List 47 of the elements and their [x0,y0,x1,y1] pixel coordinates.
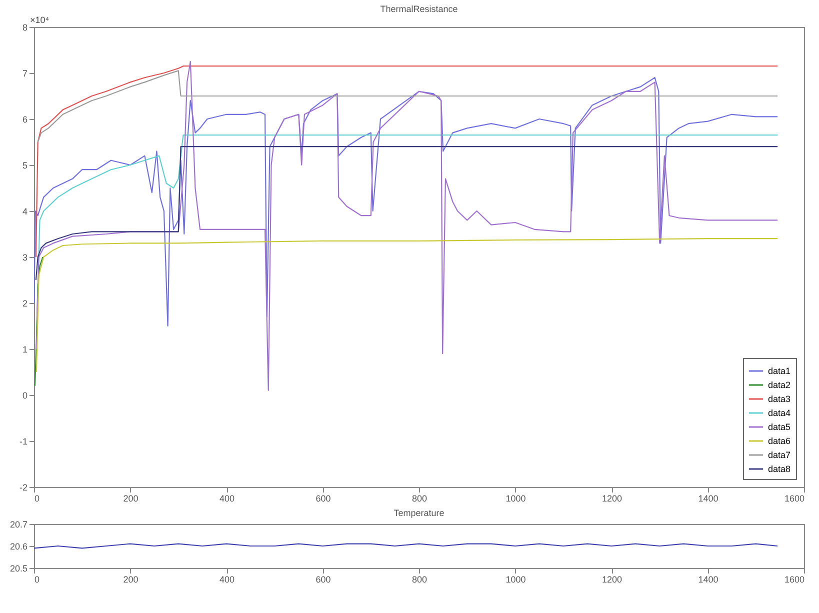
chart-title: ThermalResistance [380,4,458,14]
y-tick-label: 20.7 [10,520,28,530]
y-tick-label: 3 [22,252,28,262]
y-tick-label: 0 [22,390,28,400]
legend-label: data1 [768,366,791,376]
x-tick-label: 1200 [602,574,622,584]
legend-label: data2 [768,380,791,390]
x-tick-label: 1000 [506,574,526,584]
y-tick-label: 4 [22,206,28,216]
x-tick-label: 400 [219,574,235,584]
x-tick-label: 1400 [698,494,718,504]
y-tick-label: -2 [19,482,28,492]
y-tick-label: 20.5 [10,564,28,574]
x-tick-label: 800 [412,574,428,584]
x-tick-label: 200 [123,494,138,504]
line-series [34,77,778,327]
x-tick-label: 400 [219,494,235,504]
text: ×10⁴ [30,15,50,25]
x-tick-label: 800 [412,494,428,504]
y-tick-label: -1 [19,436,28,446]
line-series [35,146,778,281]
y-tick-label: 2 [22,298,28,308]
y-tick-label: 8 [22,22,28,32]
x-tick-label: 600 [316,494,331,504]
line-series [37,70,778,143]
legend-label: data8 [768,464,791,474]
x-tick-label: 1200 [602,494,622,504]
legend-label: data3 [768,394,791,404]
legend-label: data5 [768,422,791,432]
x-tick-label: 600 [316,574,331,584]
legend-label: data7 [768,450,791,460]
line-series [35,66,778,258]
y-tick-label: 6 [22,114,28,124]
x-tick-label: 1000 [506,494,526,504]
legend-label: data6 [768,436,791,446]
y-tick-label: 5 [22,160,28,170]
x-tick-label: 1600 [784,574,804,584]
y-tick-label: 1 [22,344,28,354]
legend-label: data4 [768,408,791,418]
chart-title: Temperature [394,508,444,518]
y-tick-label: 20.6 [10,542,28,552]
x-tick-label: 0 [34,494,40,504]
y-tick-label: 7 [22,68,28,78]
x-tick-label: 1400 [698,574,718,584]
x-tick-label: 1600 [784,494,804,504]
x-tick-label: 200 [123,574,138,584]
x-tick-label: 0 [34,574,40,584]
